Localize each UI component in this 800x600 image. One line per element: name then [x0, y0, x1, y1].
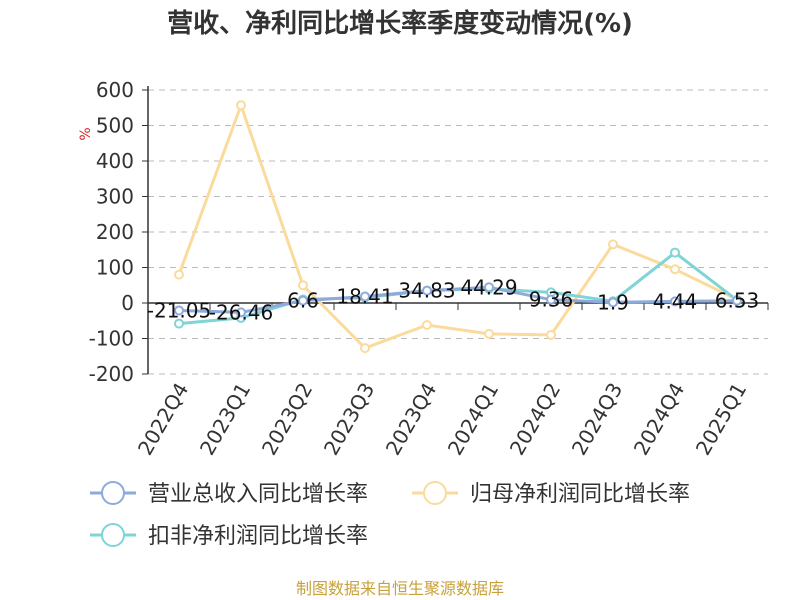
x-tick-label: 2024Q3	[567, 379, 627, 460]
data-labels: -21.05-26.46 6.6 18.41 34.83 44.29 9.36 1.9 4.4…	[147, 275, 760, 324]
data-point	[608, 297, 618, 308]
data-point	[484, 328, 494, 339]
series-line	[178, 285, 738, 314]
chart-title: 营收、净利同比增长率季度变动情况(%)	[167, 8, 633, 39]
y-tick-label: 200	[96, 220, 134, 244]
x-tick-label: 2022Q4	[133, 379, 193, 460]
y-axis-ticks: -200 -100 0 100 200 300 400 500 600	[89, 78, 148, 386]
y-tick-label: -200	[89, 362, 134, 386]
legend-label: 归母净利润同比增长率	[470, 482, 690, 507]
y-tick-label: 0	[121, 291, 134, 315]
x-axis-ticks: 2022Q4 2023Q1 2023Q2 2023Q3 2023Q4 2024Q1 2024…	[133, 303, 769, 460]
data-label: 4.44	[653, 289, 698, 313]
x-tick-label: 2023Q3	[319, 379, 379, 460]
y-tick-label: -100	[89, 327, 134, 351]
data-label: 6.6	[287, 289, 319, 313]
data-point	[174, 318, 184, 329]
x-tick-label: 2024Q1	[443, 379, 503, 460]
data-label: -21.05	[147, 298, 211, 322]
legend-label: 扣非净利润同比增长率	[148, 524, 368, 549]
source-note: 制图数据来自恒生聚源数据库	[296, 579, 504, 598]
data-point	[546, 329, 556, 340]
data-point	[732, 295, 742, 306]
data-point	[360, 291, 370, 302]
y-tick-label: 500	[96, 114, 134, 138]
x-tick-label: 2023Q1	[195, 379, 255, 460]
data-point	[298, 295, 308, 306]
data-point	[422, 285, 432, 296]
data-point	[174, 269, 184, 280]
data-point	[484, 282, 494, 293]
data-label: 44.29	[460, 275, 517, 299]
data-point	[546, 294, 556, 305]
data-point	[422, 320, 432, 331]
legend-label: 营业总收入同比增长率	[148, 482, 368, 507]
data-label: 18.41	[336, 284, 393, 308]
y-tick-label: 100	[96, 256, 134, 280]
data-point	[670, 296, 680, 307]
x-tick-label: 2025Q1	[691, 379, 751, 460]
data-point	[670, 264, 680, 275]
data-point	[360, 343, 370, 354]
data-point	[670, 247, 680, 258]
y-tick-label: 600	[96, 78, 134, 102]
data-point	[236, 307, 246, 318]
legend-swatch-marker	[423, 481, 447, 505]
data-point	[236, 100, 246, 111]
x-tick-label: 2024Q4	[629, 379, 689, 460]
grid-lines	[148, 89, 768, 375]
series-lines	[177, 103, 738, 350]
y-tick-label: 300	[96, 185, 134, 209]
data-label: 9.36	[529, 288, 574, 312]
data-label: -26.46	[209, 300, 273, 324]
series-points	[174, 100, 742, 354]
legend-swatch-marker	[101, 481, 125, 505]
y-axis-unit: %	[78, 127, 94, 140]
x-tick-label: 2024Q2	[505, 379, 565, 460]
series-line	[177, 103, 738, 350]
data-label: 1.9	[597, 290, 629, 314]
legend-swatch-marker	[101, 523, 125, 547]
data-point	[174, 305, 184, 316]
data-label: 6.53	[715, 289, 760, 313]
data-point	[298, 280, 308, 291]
data-point	[608, 239, 618, 250]
y-tick-label: 400	[96, 149, 134, 173]
data-label: 34.83	[398, 279, 455, 303]
x-tick-label: 2023Q4	[381, 379, 441, 460]
x-tick-label: 2023Q2	[257, 379, 317, 460]
